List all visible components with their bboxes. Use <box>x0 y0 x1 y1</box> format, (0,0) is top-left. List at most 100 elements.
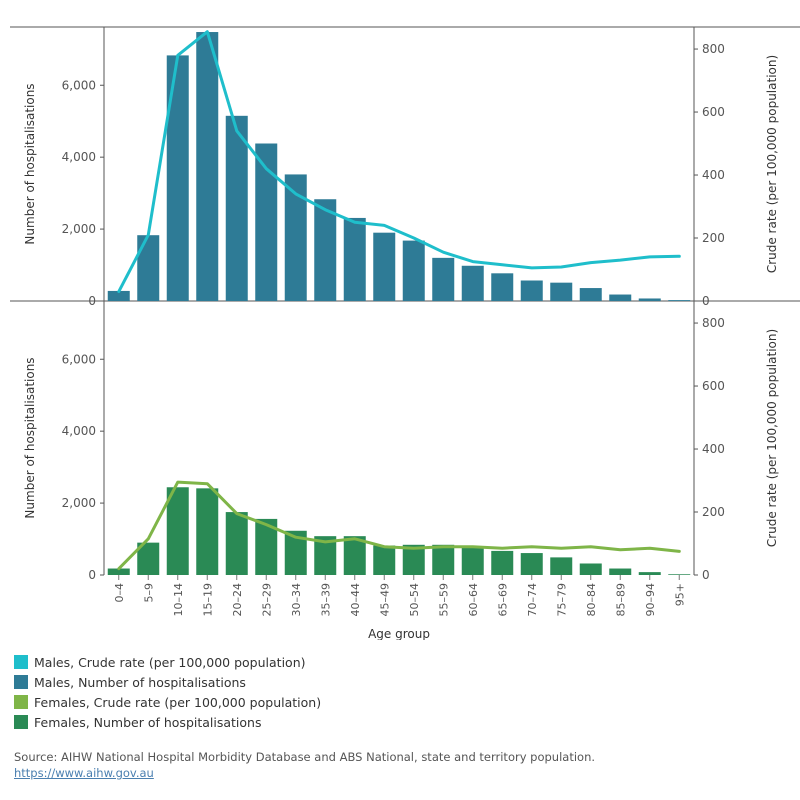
y-left-tick-label: 0 <box>88 294 96 308</box>
y-left-tick-label: 6,000 <box>62 78 96 92</box>
x-tick-label: 75–79 <box>555 583 568 617</box>
females-bar-2 <box>137 542 160 575</box>
females-bar-5 <box>225 512 248 575</box>
females-rate-line <box>117 480 681 571</box>
legend-swatch <box>14 715 28 729</box>
females-bar-8 <box>314 536 337 575</box>
males-bar-10 <box>373 232 396 301</box>
females-bar-15 <box>520 553 543 575</box>
x-tick-label: 50–54 <box>408 583 421 617</box>
x-tick-label: 0–4 <box>113 583 126 603</box>
y-right-tick-label: 800 <box>702 42 725 56</box>
y-right-tick-label: 0 <box>702 568 710 582</box>
males-bar-6 <box>255 143 278 301</box>
females-bar-11 <box>402 544 425 575</box>
x-tick-label: 5–9 <box>142 583 155 603</box>
y-left-tick-label: 2,000 <box>62 496 96 510</box>
females-bar-18 <box>609 568 632 575</box>
males-bar-4 <box>196 32 219 302</box>
x-tick-label: 95+ <box>673 583 686 606</box>
legend-item-females-count[interactable]: Females, Number of hospitalisations <box>14 712 321 732</box>
x-tick-label: 70–74 <box>526 583 539 617</box>
source-text: Source: AIHW National Hospital Morbidity… <box>14 750 596 764</box>
y-right-tick-label: 600 <box>702 105 725 119</box>
y-left-tick-label: 0 <box>88 568 96 582</box>
y-right-axis-title: Crude rate (per 100,000 population) <box>765 55 779 273</box>
males-bar-2 <box>137 235 160 301</box>
x-tick-label: 90–94 <box>644 583 657 617</box>
hospitalisations-chart: 0 2,000 4,000 6,000 0 200 400 600 800 Number of h… <box>10 26 800 640</box>
females-bar-3 <box>166 487 189 575</box>
y-left-tick-label: 4,000 <box>62 150 96 164</box>
legend-item-females-rate[interactable]: Females, Crude rate (per 100,000 populat… <box>14 692 321 712</box>
males-bar-19 <box>638 298 661 301</box>
x-tick-label: 30–34 <box>290 583 303 617</box>
females-bar-20 <box>668 574 691 575</box>
males-rate-line <box>117 30 681 294</box>
legend: Males, Crude rate (per 100,000 populatio… <box>14 652 321 732</box>
males-bar-16 <box>550 282 573 301</box>
y-right-tick-label: 600 <box>702 379 725 393</box>
legend-item-males-rate[interactable]: Males, Crude rate (per 100,000 populatio… <box>14 652 321 672</box>
x-tick-label: 45–49 <box>378 583 391 617</box>
y-right-tick-label: 200 <box>702 231 725 245</box>
legend-label: Females, Crude rate (per 100,000 populat… <box>34 694 322 710</box>
y-right-tick-label: 200 <box>702 505 725 519</box>
x-tick-label: 10–14 <box>172 583 185 617</box>
y-right-tick-label: 400 <box>702 168 725 182</box>
y-left-tick-label: 6,000 <box>62 352 96 366</box>
x-tick-label: 55–59 <box>437 583 450 617</box>
males-bar-18 <box>609 294 632 301</box>
x-tick-label: 15–19 <box>201 583 214 617</box>
legend-item-males-count[interactable]: Males, Number of hospitalisations <box>14 672 321 692</box>
females-bar-12 <box>432 544 455 575</box>
y-right-tick-label: 400 <box>702 442 725 456</box>
source-link[interactable]: https://www.aihw.gov.au <box>14 766 154 780</box>
males-bar-17 <box>579 288 602 301</box>
y-right-tick-label: 800 <box>702 316 725 330</box>
source-note: Source: AIHW National Hospital Morbidity… <box>14 749 595 781</box>
males-bar-1 <box>107 290 130 301</box>
x-tick-label: 60–64 <box>467 583 480 617</box>
males-bar-9 <box>343 217 366 301</box>
males-bar-12 <box>432 257 455 301</box>
x-axis-title: Age group <box>368 627 430 640</box>
females-bar-4 <box>196 488 219 575</box>
x-tick-label: 80–84 <box>585 583 598 617</box>
females-bar-9 <box>343 536 366 575</box>
x-tick-label: 65–69 <box>496 583 509 617</box>
y-left-axis-title: Number of hospitalisations <box>23 83 37 244</box>
males-bar-3 <box>166 55 189 301</box>
males-bar-13 <box>461 265 484 301</box>
legend-swatch <box>14 655 28 669</box>
females-bar-16 <box>550 557 573 575</box>
females-bar-1 <box>107 568 130 575</box>
females-bar-19 <box>638 572 661 575</box>
x-tick-label: 35–39 <box>319 583 332 617</box>
legend-label: Males, Crude rate (per 100,000 populatio… <box>34 654 306 670</box>
x-tick-label: 40–44 <box>349 583 362 617</box>
females-bar-14 <box>491 550 514 575</box>
y-right-tick-label: 0 <box>702 294 710 308</box>
x-tick-label: 20–24 <box>231 583 244 617</box>
legend-swatch <box>14 695 28 709</box>
males-bar-14 <box>491 273 514 301</box>
females-bar-7 <box>284 530 307 575</box>
males-bar-8 <box>314 199 337 301</box>
males-bar-5 <box>225 115 248 301</box>
females-bar-17 <box>579 563 602 575</box>
y-left-tick-label: 4,000 <box>62 424 96 438</box>
legend-label: Males, Number of hospitalisations <box>34 674 246 690</box>
females-bar-6 <box>255 518 278 575</box>
males-bar-20 <box>668 300 691 301</box>
y-left-axis-title: Number of hospitalisations <box>23 357 37 518</box>
males-bar-11 <box>402 240 425 301</box>
females-bar-13 <box>461 546 484 575</box>
x-tick-label: 85–89 <box>614 583 627 617</box>
legend-swatch <box>14 675 28 689</box>
y-left-tick-label: 2,000 <box>62 222 96 236</box>
males-bar-15 <box>520 280 543 301</box>
females-bar-10 <box>373 545 396 575</box>
legend-label: Females, Number of hospitalisations <box>34 714 262 730</box>
x-tick-label: 25–29 <box>260 583 273 617</box>
